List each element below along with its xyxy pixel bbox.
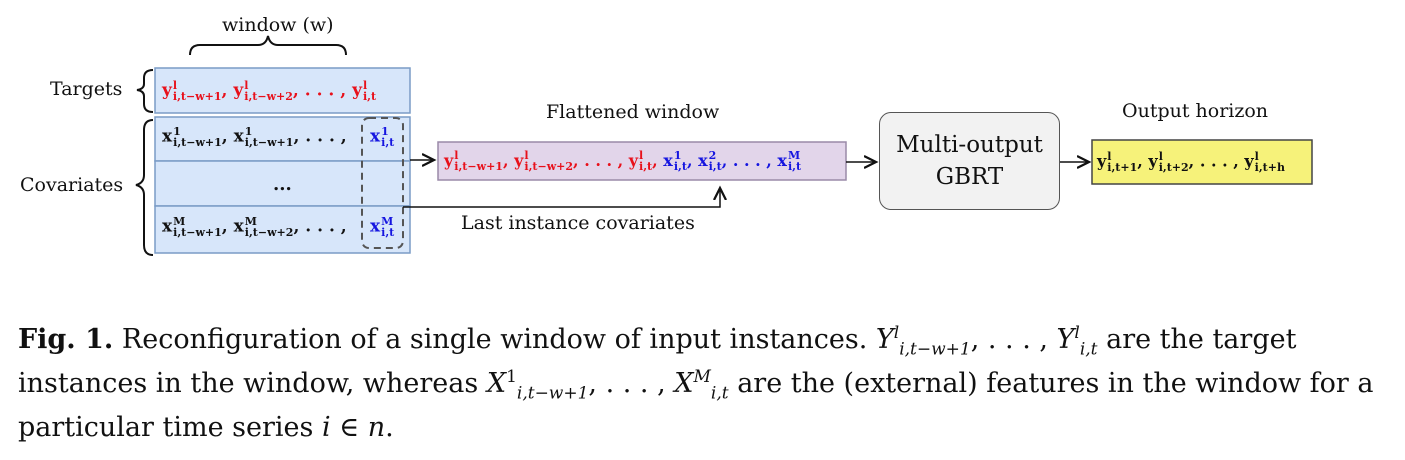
multi-output-gbrt-box: Multi-output GBRT	[879, 112, 1060, 210]
model-label-line2: GBRT	[935, 164, 1004, 190]
targets-label: Targets	[50, 78, 123, 100]
covariates-label: Covariates	[20, 174, 124, 196]
caption-text-4: .	[385, 412, 394, 443]
covariates-brace	[135, 119, 154, 256]
last-instance-dashed-box	[361, 117, 404, 249]
figure-caption: Fig. 1. Reconfiguration of a single wind…	[18, 323, 1374, 443]
covariates-middle-dots: ...	[273, 174, 292, 195]
flattened-window-label: Flattened window	[546, 101, 720, 123]
targets-brace	[136, 69, 154, 113]
window-label: window (w)	[222, 14, 334, 36]
caption-text-2: are the target instances in the window, …	[18, 324, 1297, 399]
covariates-rowM-cell	[154, 205, 411, 254]
covariates-row1-last-math: x 1 i,t	[370, 125, 395, 149]
diagram-canvas	[135, 35, 1313, 256]
output-horizon-label: Output horizon	[1122, 100, 1269, 122]
covariates-row-middle-cell	[154, 160, 411, 207]
output-horizon-math: y l i,t+1, y l i,t+2, . . . , y l i,t+h	[1097, 150, 1285, 174]
arrow-last-instance	[403, 188, 720, 208]
covariates-row1-cell	[154, 116, 411, 162]
window-brace	[189, 35, 347, 56]
model-label-line1: Multi-output	[896, 132, 1043, 158]
caption-fig-label: Fig. 1.	[18, 324, 114, 355]
covariates-row1-math: x 1 i,t−w+1, x 1 i,t−w+1, . . . ,	[162, 125, 347, 149]
last-instance-covariates-label: Last instance covariates	[461, 212, 695, 234]
targets-row-cell	[154, 67, 411, 114]
caption-text-3: are the (external) features in the windo…	[18, 368, 1374, 443]
output-horizon-bar	[1091, 139, 1313, 185]
caption-text-1: Reconfiguration of a single window of in…	[121, 324, 868, 355]
flattened-window-bar	[437, 141, 847, 181]
targets-row-math: y l i,t−w+1, y l i,t−w+2, . . . , y l i,t	[162, 79, 377, 103]
